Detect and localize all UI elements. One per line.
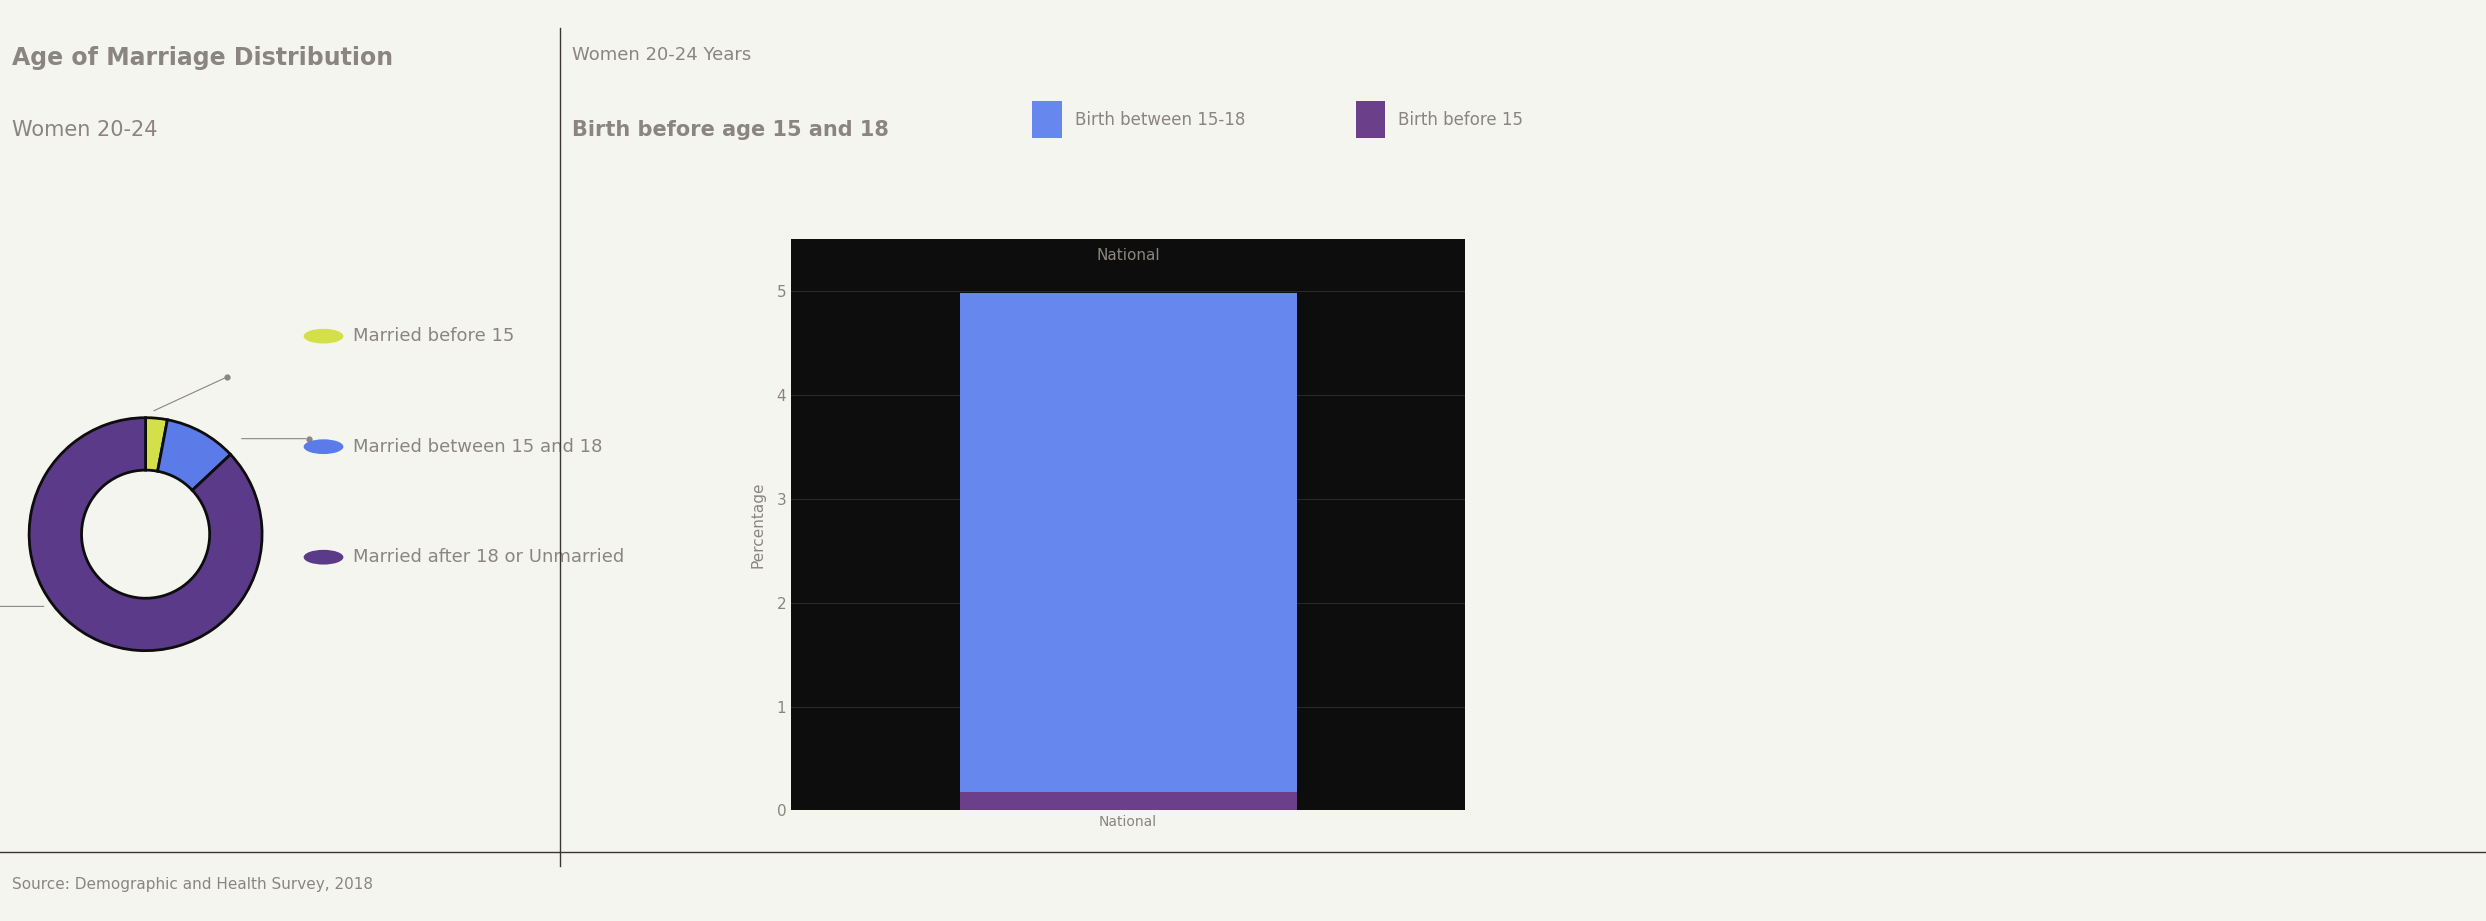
Text: Women 20-24 Years: Women 20-24 Years: [572, 46, 751, 64]
Text: Birth before age 15 and 18: Birth before age 15 and 18: [572, 120, 890, 140]
Text: National: National: [1096, 248, 1161, 263]
Text: Age of Marriage Distribution: Age of Marriage Distribution: [12, 46, 393, 70]
Text: Women 20-24: Women 20-24: [12, 120, 159, 140]
Wedge shape: [157, 420, 231, 490]
Wedge shape: [30, 418, 261, 650]
Y-axis label: Percentage: Percentage: [751, 482, 766, 568]
Text: Married after 18 or Unmarried: Married after 18 or Unmarried: [353, 548, 624, 566]
Text: Married before 15: Married before 15: [353, 327, 515, 345]
Text: Birth between 15-18: Birth between 15-18: [1074, 111, 1245, 129]
Bar: [960, 294, 1298, 792]
Bar: [960, 792, 1298, 810]
Text: Birth before 15: Birth before 15: [1397, 111, 1524, 129]
Text: Source: Demographic and Health Survey, 2018: Source: Demographic and Health Survey, 2…: [12, 877, 373, 892]
Wedge shape: [147, 418, 167, 472]
Text: Married between 15 and 18: Married between 15 and 18: [353, 437, 602, 456]
